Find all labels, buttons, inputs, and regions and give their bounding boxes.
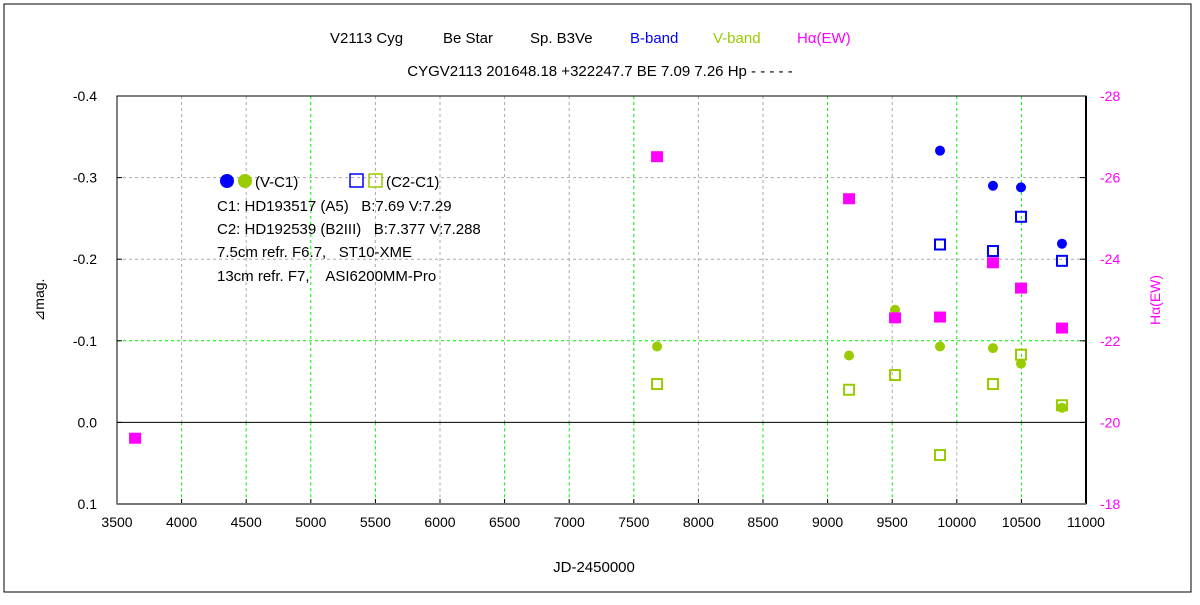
data-point (1016, 358, 1027, 369)
legend-line: 7.5cm refr. F6.7, ST10-XME (217, 244, 412, 261)
data-point (890, 304, 901, 315)
data-point (935, 341, 946, 352)
data-point (889, 369, 902, 382)
y-axis-label: ⊿mag. (31, 279, 47, 322)
data-point (843, 383, 856, 396)
data-point (986, 245, 999, 258)
y-tick-label: -0.3 (73, 170, 97, 186)
data-point (889, 312, 902, 324)
data-point (934, 449, 947, 462)
title-part: Be Star (443, 30, 493, 47)
data-point (651, 378, 664, 391)
data-point (844, 350, 855, 361)
legend-marker-v-filled (238, 174, 252, 188)
data-point (986, 257, 999, 269)
y2-tick-label: -18 (1100, 496, 1120, 512)
x-tick-label: 6000 (424, 514, 455, 530)
title-part: Sp. B3Ve (530, 30, 593, 47)
x-tick-label: 10500 (1002, 514, 1041, 530)
axes: 3500 4000 4500 5000 5500 6000 6500 7000 7500 8000… (73, 88, 1121, 530)
data-point (935, 145, 946, 156)
legend-line: C1: HD193517 (A5) B:7.69 V:7.29 (217, 198, 452, 215)
y-tick-label: 0.1 (78, 496, 98, 512)
title-part: V-band (713, 30, 761, 47)
data-point (129, 432, 142, 444)
x-tick-label: 4000 (166, 514, 197, 530)
data-point (1055, 322, 1068, 334)
data-point (987, 180, 998, 191)
data-point (1015, 210, 1028, 223)
x-tick-label: 11000 (1067, 514, 1105, 530)
y2-tick-label: -22 (1100, 333, 1120, 349)
x-tick-label: 4500 (231, 514, 262, 530)
data-point (986, 378, 999, 391)
legend-open-label: (C2-C1) (386, 174, 439, 191)
data-point (1055, 399, 1068, 412)
data-point (1016, 182, 1027, 193)
x-tick-label: 8500 (747, 514, 778, 530)
x-tick-label: 10000 (937, 514, 976, 530)
chart-title: V2113 Cyg Be Star Sp. B3Ve B-band V-band Hα(E… (330, 30, 851, 47)
title-part: B-band (630, 30, 678, 47)
x-tick-label: 7000 (554, 514, 585, 530)
x-tick-label: 7500 (618, 514, 649, 530)
data-point (1015, 348, 1028, 361)
x-tick-label: 5000 (295, 514, 326, 530)
y2-tick-label: -26 (1100, 170, 1120, 186)
y-tick-label: 0.0 (78, 414, 98, 430)
x-tick-label: 9500 (877, 514, 908, 530)
title-part: V2113 Cyg (330, 30, 403, 47)
data-point (843, 193, 856, 205)
data-point (934, 238, 947, 251)
data-point (1055, 254, 1068, 267)
data-point (987, 343, 998, 354)
y-tick-label: -0.4 (73, 88, 97, 104)
x-axis-label: JD-2450000 (553, 559, 635, 576)
x-tick-label: 6500 (489, 514, 520, 530)
legend-filled-label: (V-C1) (255, 174, 298, 191)
y2-tick-label: -24 (1100, 251, 1120, 267)
legend-line: 13cm refr. F7, ASI6200MM-Pro (217, 268, 436, 285)
chart-subtitle: CYGV2113 201648.18 +322247.7 BE 7.09 7.2… (407, 63, 792, 80)
data-point (652, 341, 663, 352)
data-point (934, 311, 947, 323)
data-point (1056, 238, 1067, 249)
x-tick-label: 9000 (812, 514, 843, 530)
legend: (V-C1) (C2-C1) C1: HD193517 (A5) B:7.69 … (217, 173, 481, 285)
legend-marker-v-open (368, 173, 383, 188)
legend-line: C2: HD192539 (B2III) B:7.377 V:7.288 (217, 221, 481, 238)
legend-marker-b-filled (220, 174, 234, 188)
grid (117, 96, 1086, 504)
data-marks (129, 145, 1068, 462)
y2-tick-label: -20 (1100, 414, 1120, 430)
y2-tick-label: -28 (1100, 88, 1120, 104)
y-tick-label: -0.2 (73, 251, 97, 267)
legend-marker-b-open (349, 173, 364, 188)
y-tick-label: -0.1 (73, 333, 97, 349)
x-tick-label: 3500 (101, 514, 132, 530)
x-tick-label: 5500 (360, 514, 391, 530)
data-point (651, 151, 664, 163)
y2-axis-label: Hα(EW) (1147, 275, 1163, 325)
x-tick-label: 8000 (683, 514, 714, 530)
title-part: Hα(EW) (797, 30, 851, 47)
data-point (1015, 282, 1028, 294)
